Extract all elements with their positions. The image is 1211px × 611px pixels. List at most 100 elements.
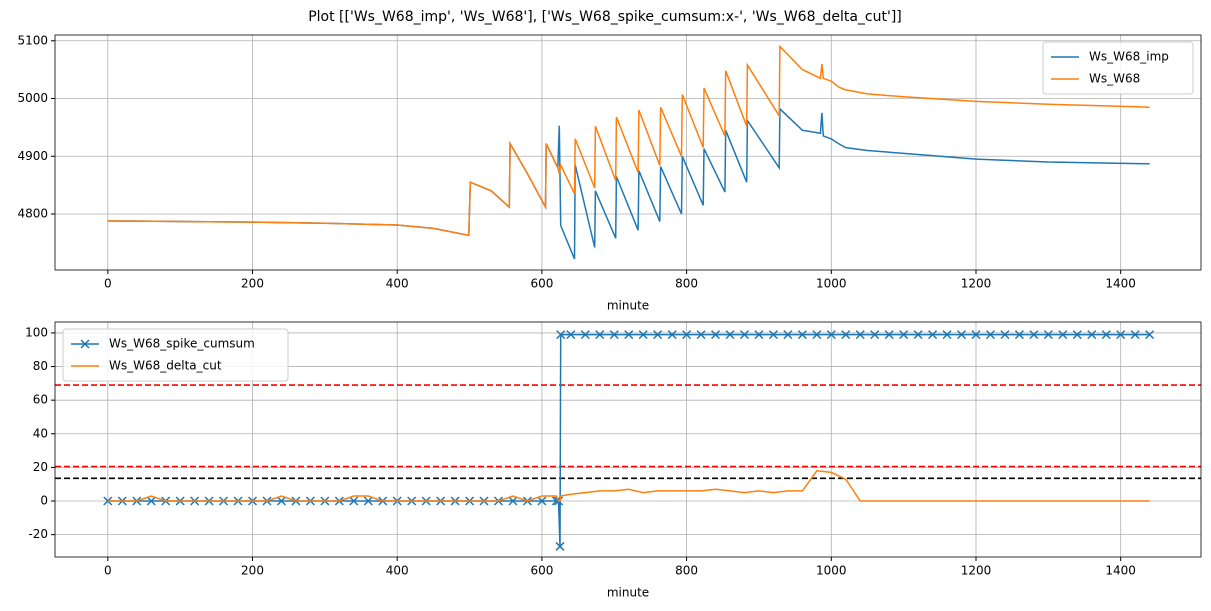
plot-area [107, 44, 1150, 260]
marker [1116, 330, 1126, 340]
marker [971, 330, 981, 340]
marker [942, 330, 952, 340]
marker [1087, 330, 1097, 340]
legend-label: Ws_W68 [1089, 72, 1140, 86]
legend-box [1042, 41, 1194, 95]
x-tick-label: 600 [530, 564, 553, 578]
marker [884, 330, 894, 340]
axes-frame [54, 321, 1202, 558]
marker [1145, 330, 1155, 340]
series-line [107, 107, 1150, 260]
legend-label: Ws_W68_spike_cumsum [109, 337, 255, 351]
marker [609, 330, 619, 340]
x-tick-label: 0 [104, 277, 112, 291]
y-tick-label: 5100 [17, 33, 48, 47]
legend-label: Ws_W68_imp [1089, 50, 1169, 64]
marker [870, 330, 880, 340]
legend: Ws_W68_imp Ws_W68 [1042, 41, 1194, 95]
marker [638, 330, 648, 340]
y-tick-label: 4800 [17, 206, 48, 220]
y-tick-label: 4900 [17, 149, 48, 163]
marker [667, 330, 677, 340]
y-tick-label: 100 [25, 325, 48, 339]
x-tick-label: 800 [675, 564, 698, 578]
marker [711, 330, 721, 340]
marker [1101, 330, 1111, 340]
marker [276, 496, 286, 506]
marker [349, 496, 359, 506]
y-tick-label: 80 [33, 359, 48, 373]
marker [508, 496, 518, 506]
y-tick-label: 0 [40, 494, 48, 508]
x-tick-label: 1200 [961, 564, 992, 578]
figure-title: Plot [['Ws_W68_imp', 'Ws_W68'], ['Ws_W68… [308, 9, 902, 25]
marker [754, 330, 764, 340]
axes-frame [54, 34, 1202, 271]
x-tick-label: 800 [675, 277, 698, 291]
x-tick-label: 1400 [1105, 277, 1136, 291]
x-tick-label: 400 [386, 564, 409, 578]
marker [556, 330, 566, 340]
marker [1058, 330, 1068, 340]
marker [1029, 330, 1039, 340]
marker [768, 330, 778, 340]
axes: 0 200 400 600 800 1000 1200 1400 -20 0 20 40 60 80 100… [25, 321, 1202, 600]
x-tick-label: 200 [241, 564, 264, 578]
x-axis-label: minute [607, 586, 649, 600]
marker [566, 330, 576, 340]
marker [1043, 330, 1053, 340]
x-tick-label: 600 [530, 277, 553, 291]
marker [537, 496, 547, 506]
marker [682, 330, 692, 340]
marker [363, 496, 373, 506]
x-tick-label: 1200 [961, 277, 992, 291]
y-tick-label: 20 [33, 460, 48, 474]
marker [812, 330, 822, 340]
x-tick-label: 400 [386, 277, 409, 291]
marker [956, 330, 967, 340]
legend: Ws_W68_spike_cumsum Ws_W68_delta_cut [62, 328, 289, 382]
marker [696, 330, 706, 340]
marker [555, 541, 565, 551]
marker [1072, 330, 1082, 340]
legend-label: Ws_W68_delta_cut [109, 359, 222, 373]
y-tick-label: 60 [33, 393, 48, 407]
x-axis-label: minute [607, 299, 649, 313]
marker [551, 496, 561, 506]
marker [580, 330, 590, 340]
marker [928, 330, 938, 340]
marker [1000, 330, 1010, 340]
marker [624, 330, 634, 340]
marker [783, 330, 793, 340]
marker [595, 330, 605, 340]
plot-area [55, 330, 1201, 551]
marker [826, 330, 836, 340]
marker [146, 496, 156, 506]
legend-marker [80, 339, 90, 349]
marker [899, 330, 909, 340]
x-tick-label: 1400 [1105, 564, 1136, 578]
series-line [107, 44, 1150, 237]
marker [841, 330, 851, 340]
y-tick-label: 5000 [17, 91, 48, 105]
marker [653, 330, 663, 340]
x-tick-label: 0 [104, 564, 112, 578]
marker [725, 330, 735, 340]
marker [913, 330, 923, 340]
axes: 0 200 400 600 800 1000 1200 1400 4800 4900 5000 510… [17, 33, 1202, 313]
x-tick-label: 1000 [816, 277, 847, 291]
marker [1014, 330, 1024, 340]
series-line [107, 333, 1150, 547]
marker [797, 330, 807, 340]
x-tick-label: 1000 [816, 564, 847, 578]
marker [1130, 330, 1140, 340]
marker [739, 330, 750, 340]
legend-box [62, 328, 289, 382]
x-tick-label: 200 [241, 277, 264, 291]
y-tick-label: 40 [33, 426, 48, 440]
marker [985, 330, 995, 340]
marker [855, 330, 865, 340]
y-tick-label: -20 [28, 527, 48, 541]
series-line [107, 470, 1150, 502]
